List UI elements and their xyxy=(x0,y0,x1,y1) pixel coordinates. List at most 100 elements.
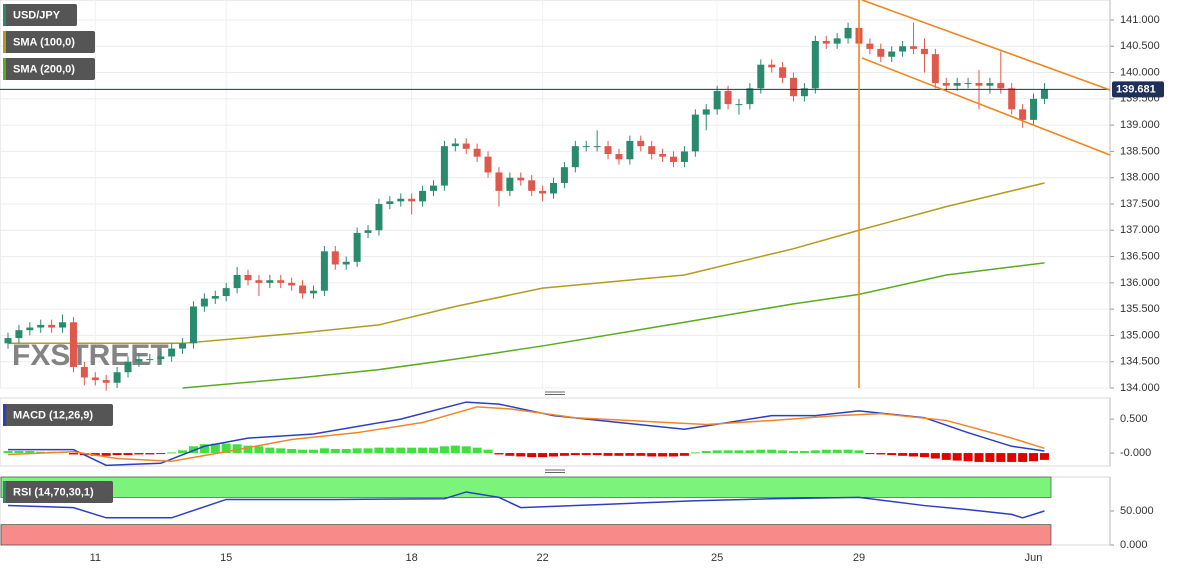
candle-body xyxy=(942,83,950,86)
candle-body xyxy=(670,156,678,162)
candle-body xyxy=(659,154,667,157)
histogram-bar xyxy=(767,449,777,454)
histogram-bar xyxy=(1007,453,1017,462)
histogram-bar xyxy=(243,445,253,454)
histogram-bar xyxy=(298,449,308,454)
candle-body xyxy=(59,322,67,328)
candle-body xyxy=(222,288,230,296)
legend-label: SMA (100,0) xyxy=(13,36,75,48)
histogram-bar xyxy=(701,451,711,454)
histogram-bar xyxy=(919,453,929,458)
histogram-bar xyxy=(690,452,700,454)
candle-body xyxy=(517,177,525,181)
candle-body xyxy=(91,377,99,381)
histogram-bar xyxy=(385,447,395,454)
histogram-bar xyxy=(14,451,24,454)
histogram-bar xyxy=(909,453,919,457)
histogram-bar xyxy=(363,448,373,454)
histogram-bar xyxy=(898,453,908,456)
histogram-bar xyxy=(407,447,417,454)
legend-box xyxy=(3,404,113,426)
histogram-bar xyxy=(483,449,493,454)
histogram-bar xyxy=(428,447,438,454)
price-panel xyxy=(0,0,1111,389)
y-tick-label: 137.000 xyxy=(1120,224,1160,236)
rsi-band xyxy=(0,524,1052,546)
histogram-bar xyxy=(505,453,515,456)
histogram-bar xyxy=(745,450,755,454)
histogram-bar xyxy=(341,449,351,454)
candle-body xyxy=(986,83,994,86)
histogram-bar xyxy=(799,451,809,454)
legend-box xyxy=(3,58,95,80)
candle-body xyxy=(429,185,437,191)
legend-swatch xyxy=(3,31,6,53)
y-tick-label: 136.500 xyxy=(1120,250,1160,262)
y-tick-label: 134.000 xyxy=(1120,382,1160,394)
histogram-bar xyxy=(887,453,897,456)
histogram-bar xyxy=(843,449,853,454)
candle-body xyxy=(440,146,448,186)
candle-body xyxy=(211,295,219,299)
histogram-bar xyxy=(156,453,166,455)
candle-body xyxy=(550,182,557,194)
histogram-bar xyxy=(25,451,35,454)
candle-body xyxy=(309,290,317,294)
candle-body xyxy=(419,190,427,202)
candle-body xyxy=(146,359,154,361)
histogram-bar xyxy=(658,453,668,457)
candle-body xyxy=(910,46,918,49)
candle-body xyxy=(124,361,132,373)
histogram-bar xyxy=(647,453,657,457)
histogram-bar xyxy=(679,453,689,456)
candle-body xyxy=(80,366,88,378)
histogram-bar xyxy=(319,448,329,454)
y-tick-label: 140.500 xyxy=(1120,40,1160,52)
legend-box xyxy=(3,4,77,26)
y-tick-label: 50.000 xyxy=(1120,505,1154,517)
candle-body xyxy=(331,251,339,265)
last-price-box xyxy=(1112,81,1164,98)
histogram-bar xyxy=(254,446,264,454)
x-tick-label: 25 xyxy=(711,552,723,564)
histogram-bar xyxy=(527,453,537,458)
rsi-line xyxy=(7,491,1045,519)
histogram-bar xyxy=(614,453,624,456)
sma-line xyxy=(8,182,1045,345)
candle-body xyxy=(255,280,263,283)
candle-body xyxy=(964,83,972,85)
candle-body xyxy=(1019,109,1027,120)
histogram-bar xyxy=(669,453,679,457)
legend-label: USD/JPY xyxy=(13,9,61,21)
histogram-bar xyxy=(374,447,384,454)
candle-body xyxy=(15,330,23,339)
candle-body xyxy=(299,285,307,294)
histogram-bar xyxy=(1029,453,1039,462)
candle-body xyxy=(593,146,601,148)
histogram-bar xyxy=(625,453,635,456)
sma-line xyxy=(182,262,1045,389)
x-tick-label: 22 xyxy=(536,552,548,564)
candle-body xyxy=(604,146,612,155)
histogram-bar xyxy=(570,453,580,456)
rsi-band xyxy=(0,476,1052,498)
legend-label: RSI (14,70,30,1) xyxy=(13,486,94,498)
candle-body xyxy=(233,274,241,289)
resize-handle[interactable] xyxy=(545,391,565,473)
histogram-bar xyxy=(941,453,951,460)
y-tick-label: 135.500 xyxy=(1120,303,1160,315)
candle-body xyxy=(560,167,568,183)
candle-body xyxy=(648,146,656,155)
histogram-bar xyxy=(308,449,318,454)
candle-body xyxy=(975,83,983,86)
candle-body xyxy=(626,140,634,160)
candle-body xyxy=(833,38,841,44)
legend-swatch xyxy=(3,4,6,26)
histogram-bar xyxy=(101,453,111,456)
candle-body xyxy=(844,27,852,39)
candle-body xyxy=(495,172,503,191)
histogram-bar xyxy=(832,449,842,454)
histogram-bar xyxy=(352,448,362,454)
candle-body xyxy=(790,77,798,97)
